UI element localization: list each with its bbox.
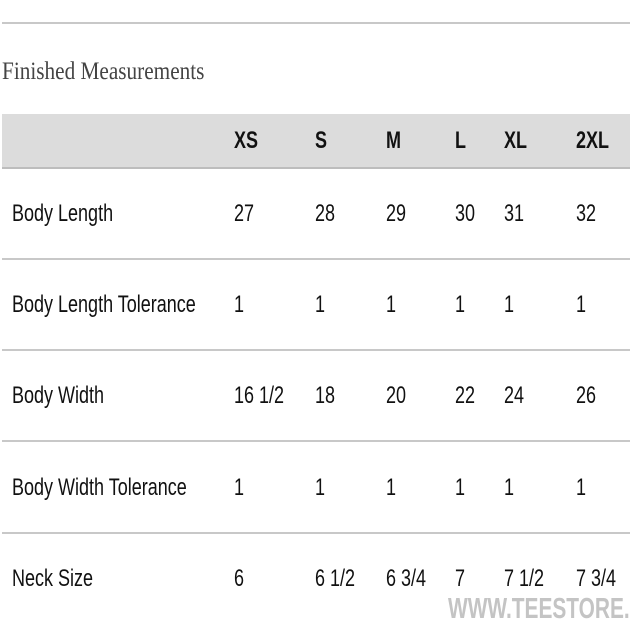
measurement-value: 24 <box>504 382 525 409</box>
table-row: Body Width Tolerance 1 1 1 1 1 1 <box>2 442 630 533</box>
row-label: Body Length <box>12 200 114 227</box>
measurement-value: 31 <box>504 200 525 227</box>
measurement-value: 1 <box>234 474 245 501</box>
size-header-xs: XS <box>234 127 259 154</box>
row-divider <box>2 349 630 351</box>
measurement-value: 1 <box>576 291 587 318</box>
measurement-value: 1 <box>576 474 587 501</box>
measurement-value: 7 1/2 <box>504 565 545 592</box>
table-row: Body Width 16 1/2 18 20 22 24 26 <box>2 350 630 441</box>
measurement-value: 6 3/4 <box>386 565 427 592</box>
measurement-value: 1 <box>504 474 515 501</box>
measurement-value: 6 1/2 <box>315 565 356 592</box>
top-divider <box>2 22 630 24</box>
row-divider <box>2 258 630 260</box>
measurement-value: 27 <box>234 200 255 227</box>
measurement-value: 32 <box>576 200 597 227</box>
section-title: Finished Measurements <box>2 58 205 85</box>
measurement-value: 7 <box>455 565 466 592</box>
measurement-value: 26 <box>576 382 597 409</box>
size-header-2xl: 2XL <box>576 127 610 154</box>
measurement-value: 28 <box>315 200 336 227</box>
watermark: WWW.TEESTORE.IO <box>448 593 630 625</box>
table-header: XS S M L XL 2XL <box>2 114 630 169</box>
measurement-value: 1 <box>386 291 397 318</box>
measurement-value: 6 <box>234 565 245 592</box>
size-header-l: L <box>455 127 467 154</box>
size-header-xl: XL <box>504 127 528 154</box>
measurement-value: 30 <box>455 200 476 227</box>
row-label: Body Length Tolerance <box>12 291 196 318</box>
measurement-value: 20 <box>386 382 407 409</box>
measurement-value: 1 <box>234 291 245 318</box>
table-row: Body Length Tolerance 1 1 1 1 1 1 <box>2 259 630 350</box>
row-label: Body Width Tolerance <box>12 474 187 501</box>
measurement-value: 22 <box>455 382 476 409</box>
row-label: Neck Size <box>12 565 94 592</box>
measurement-value: 1 <box>455 291 466 318</box>
measurement-value: 1 <box>315 291 326 318</box>
table-row: Neck Size 6 6 1/2 6 3/4 7 7 1/2 7 3/4 <box>2 533 630 624</box>
row-divider <box>2 532 630 534</box>
measurement-value: 1 <box>455 474 466 501</box>
measurement-value: 1 <box>315 474 326 501</box>
measurement-value: 18 <box>315 382 336 409</box>
row-label: Body Width <box>12 382 105 409</box>
measurement-value: 29 <box>386 200 407 227</box>
table-row: Body Length 27 28 29 30 31 32 <box>2 168 630 259</box>
measurement-value: 16 1/2 <box>234 382 285 409</box>
size-header-s: S <box>315 127 328 154</box>
size-header-m: M <box>386 127 401 154</box>
measurement-value: 1 <box>386 474 397 501</box>
measurement-value: 1 <box>504 291 515 318</box>
row-divider <box>2 440 630 442</box>
measurement-value: 7 3/4 <box>576 565 617 592</box>
